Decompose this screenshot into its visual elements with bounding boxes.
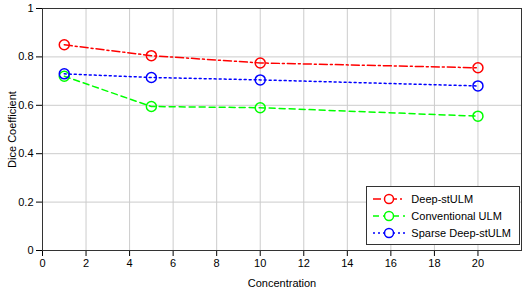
svg-text:0: 0: [27, 244, 33, 256]
html-text:Conventional ULM: Conventional ULM: [411, 209, 502, 222]
svg-text:12: 12: [298, 257, 310, 269]
svg-text:Dice Coefficient: Dice Coefficient: [6, 91, 18, 168]
svg-text:Concentration: Concentration: [248, 277, 317, 289]
svg-text:2: 2: [83, 257, 89, 269]
svg-text:18: 18: [428, 257, 440, 269]
svg-text:14: 14: [341, 257, 353, 269]
svg-text:0.8: 0.8: [18, 50, 33, 62]
svg-text:0.4: 0.4: [18, 147, 33, 159]
svg-text:1: 1: [27, 2, 33, 14]
svg-text:0: 0: [39, 257, 45, 269]
svg-text:16: 16: [385, 257, 397, 269]
html-text:Sparse Deep-stULM: Sparse Deep-stULM: [411, 226, 511, 239]
svg-text:6: 6: [170, 257, 176, 269]
svg-text:0.6: 0.6: [18, 99, 33, 111]
svg-text:10: 10: [254, 257, 266, 269]
svg-text:8: 8: [214, 257, 220, 269]
svg-text:20: 20: [472, 257, 484, 269]
svg-text:4: 4: [127, 257, 133, 269]
svg-text:0.2: 0.2: [18, 196, 33, 208]
html-text:Deep-stULM: Deep-stULM: [411, 192, 474, 205]
